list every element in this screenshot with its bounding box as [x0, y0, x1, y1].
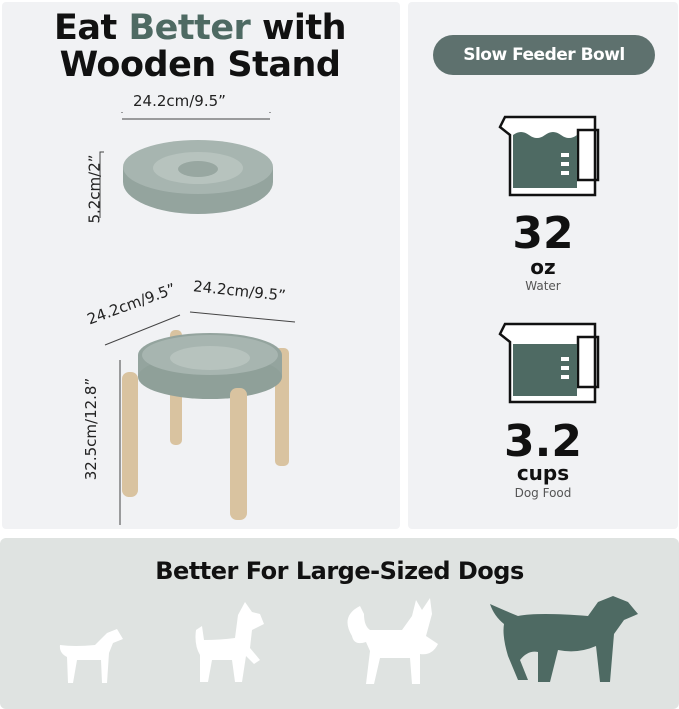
- husky-icon: [347, 598, 438, 684]
- food-capacity-unit: cups: [516, 461, 570, 485]
- food-capacity-value: 3.2: [504, 416, 582, 467]
- food-label: Dog Food: [514, 486, 572, 500]
- stand-height-label: 32.5cm/12.8”: [82, 377, 101, 481]
- right-panel: [408, 2, 678, 529]
- water-capacity-unit: oz: [530, 255, 556, 279]
- measuring-cup-food-icon: [498, 322, 600, 404]
- bottom-title: Better For Large-Sized Dogs: [155, 557, 524, 585]
- headline: Eat Better with Wooden Stand: [0, 10, 400, 84]
- headline-accent: Better: [128, 8, 251, 48]
- water-capacity-value: 32: [512, 208, 574, 259]
- bowl-image: [99, 112, 273, 218]
- stand-image: [104, 311, 296, 525]
- terrier-icon: [195, 602, 264, 682]
- headline-line2: Wooden Stand: [59, 45, 341, 85]
- bowl-width-label: 24.2cm/9.5”: [133, 92, 226, 110]
- left-panel: [2, 2, 400, 529]
- headline-text: Eat: [53, 8, 129, 48]
- large-dog-icon: [490, 596, 638, 682]
- water-label: Water: [525, 279, 561, 293]
- headline-text: with: [250, 8, 346, 48]
- slow-feeder-badge: Slow Feeder Bowl: [433, 35, 655, 75]
- measuring-cup-water-icon: [498, 115, 600, 197]
- small-dog-icon: [59, 629, 123, 683]
